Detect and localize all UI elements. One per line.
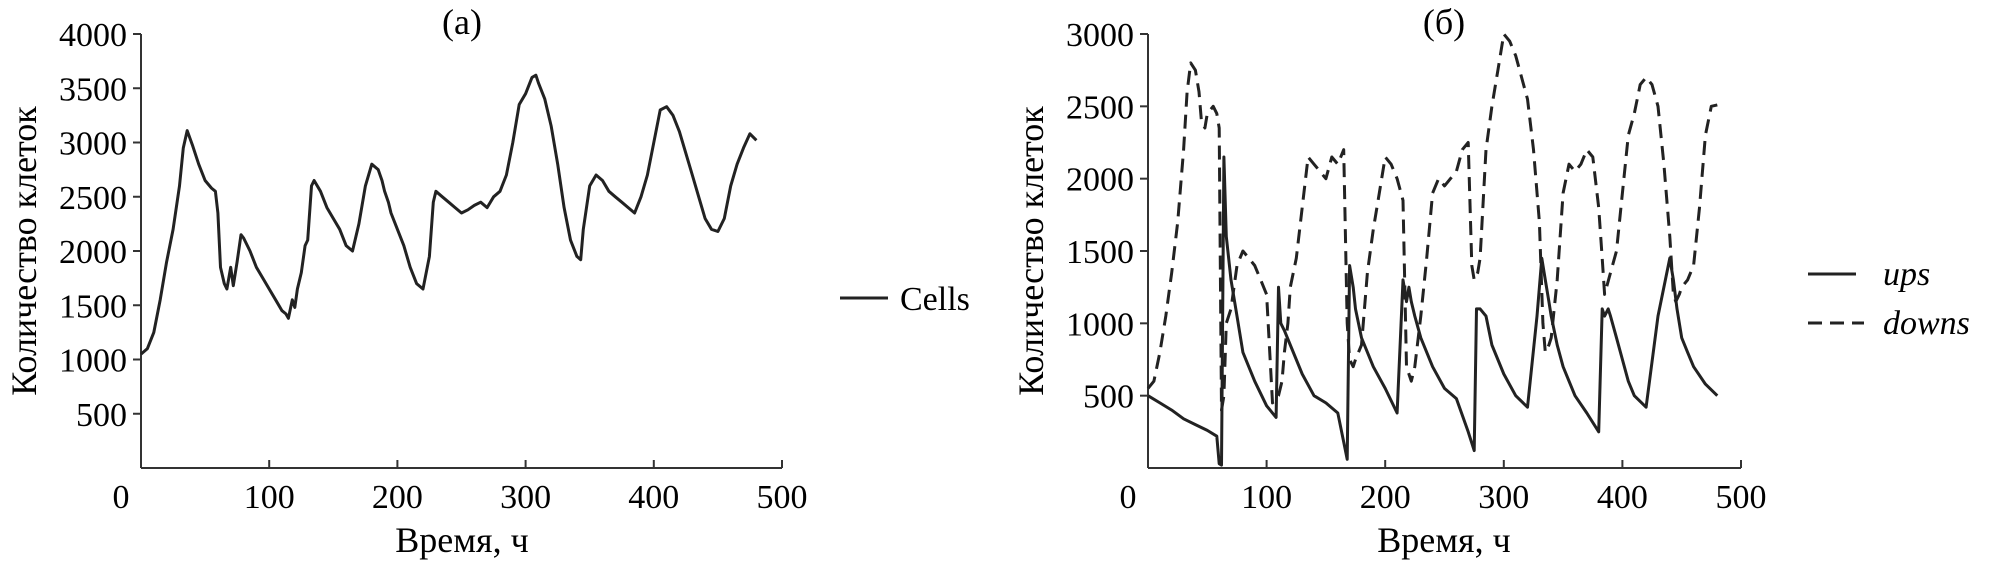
panel-a-title: (а) bbox=[442, 2, 482, 42]
x-tick-label: 100 bbox=[1241, 479, 1292, 516]
y-tick-label: 2000 bbox=[1066, 162, 1134, 199]
x-tick-label: 200 bbox=[1360, 479, 1411, 516]
x-tick-label: 400 bbox=[1597, 479, 1648, 516]
y-tick-label: 1000 bbox=[59, 343, 127, 380]
panel-a-legend: Cells bbox=[840, 281, 970, 318]
x-tick-label: 0 bbox=[1120, 479, 1137, 516]
x-tick-label: 500 bbox=[757, 479, 808, 516]
legend-ups-label: ups bbox=[1883, 256, 1930, 293]
panel-b-x-ticks: 0 100 200 300 400 500 bbox=[1120, 460, 1767, 516]
x-tick-label: 500 bbox=[1716, 479, 1767, 516]
y-tick-label: 1000 bbox=[1066, 306, 1134, 343]
y-tick-label: 1500 bbox=[1066, 234, 1134, 271]
panel-a-y-ticks: 500 1000 1500 2000 2500 3000 3500 4000 bbox=[59, 17, 141, 434]
x-tick-label: 400 bbox=[628, 479, 679, 516]
panel-b-chart: (б) 500 1000 1500 2000 2500 3000 0 100 200 300 40… bbox=[1011, 2, 1970, 560]
y-tick-label: 500 bbox=[76, 397, 127, 434]
panel-b-legend: ups downs bbox=[1808, 256, 1970, 342]
x-tick-label: 0 bbox=[113, 479, 130, 516]
legend-downs-label: downs bbox=[1883, 305, 1970, 342]
y-tick-label: 3500 bbox=[59, 71, 127, 108]
y-tick-label: 2000 bbox=[59, 234, 127, 271]
x-tick-label: 100 bbox=[244, 479, 295, 516]
y-tick-label: 500 bbox=[1083, 379, 1134, 416]
panel-b-series-ups bbox=[1147, 155, 1719, 467]
x-tick-label: 300 bbox=[500, 479, 551, 516]
x-tick-label: 200 bbox=[372, 479, 423, 516]
panel-a-x-ticks: 0 100 200 300 400 500 bbox=[113, 460, 808, 516]
panel-b-series-downs bbox=[1146, 32, 1718, 412]
panel-a-series-cells bbox=[140, 73, 758, 356]
panel-b-y-axis-label: Количество клеток bbox=[1011, 106, 1051, 396]
y-tick-label: 2500 bbox=[59, 180, 127, 217]
y-tick-label: 3000 bbox=[59, 126, 127, 163]
panel-a-y-axis-label: Количество клеток bbox=[4, 106, 44, 396]
y-tick-label: 1500 bbox=[59, 288, 127, 325]
panel-b-y-ticks: 500 1000 1500 2000 2500 3000 bbox=[1066, 17, 1148, 416]
legend-cells-label: Cells bbox=[900, 281, 970, 318]
panel-a-chart: (а) 500 1000 1500 2000 2500 3000 3500 4000 0 100… bbox=[4, 2, 970, 560]
panel-a-x-axis-label: Время, ч bbox=[395, 520, 528, 560]
x-tick-label: 300 bbox=[1478, 479, 1529, 516]
panel-b-title: (б) bbox=[1423, 2, 1465, 42]
y-tick-label: 4000 bbox=[59, 17, 127, 54]
y-tick-label: 3000 bbox=[1066, 17, 1134, 54]
panel-b-x-axis-label: Время, ч bbox=[1377, 520, 1510, 560]
y-tick-label: 2500 bbox=[1066, 89, 1134, 126]
